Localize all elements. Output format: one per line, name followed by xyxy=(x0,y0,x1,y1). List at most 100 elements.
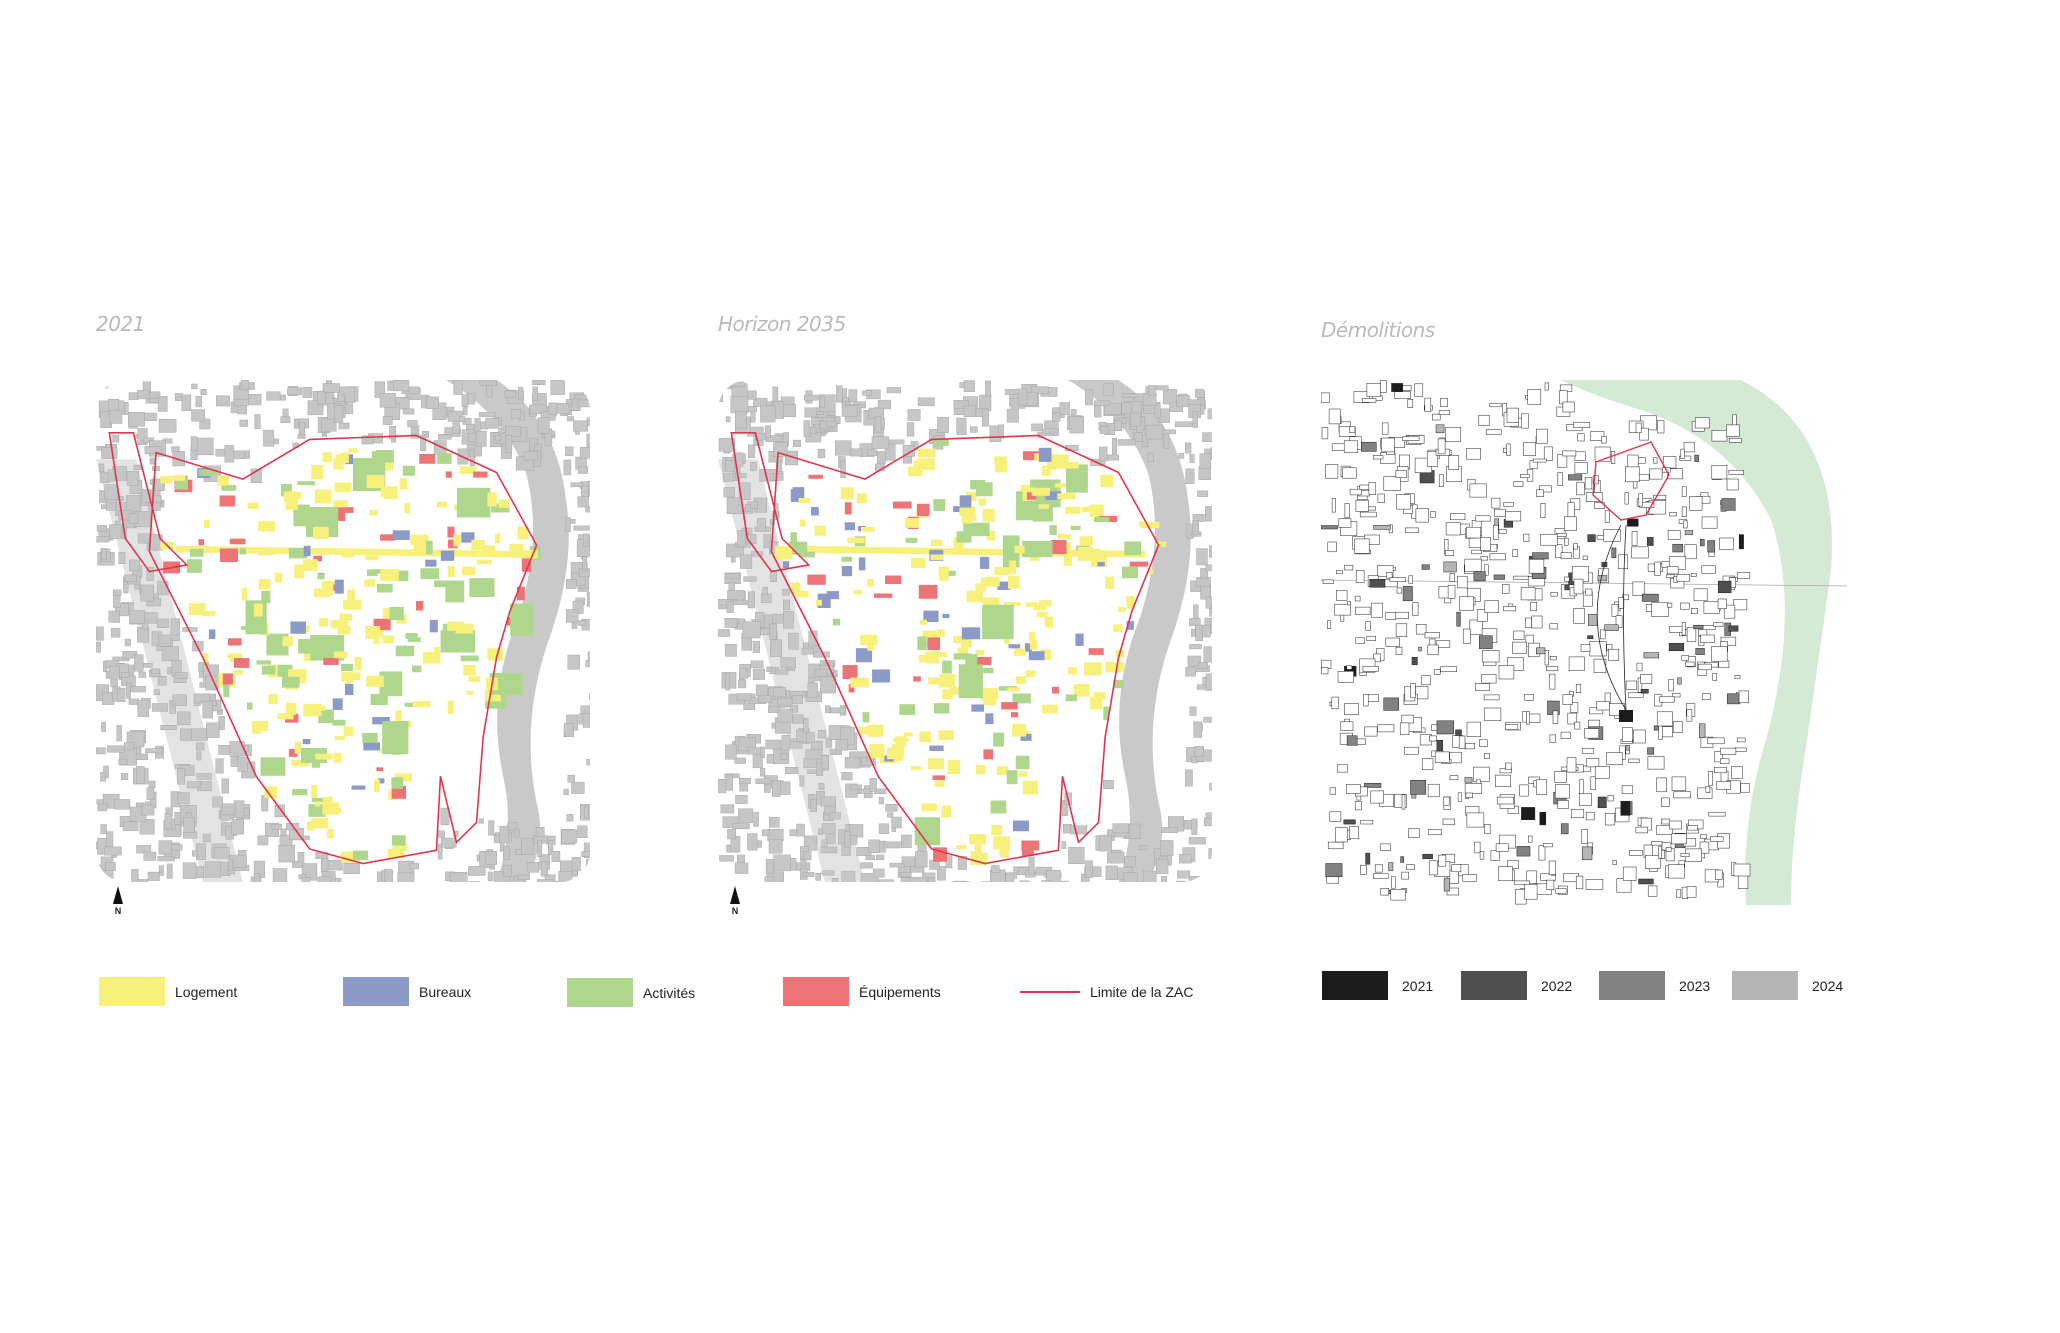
building-outline xyxy=(1573,578,1584,595)
building-bureaux xyxy=(303,545,311,557)
building-logement xyxy=(392,843,408,851)
context-building xyxy=(469,449,475,466)
building-logement xyxy=(910,558,926,568)
context-building xyxy=(407,420,418,428)
context-building xyxy=(815,873,821,881)
context-building xyxy=(1183,820,1198,830)
context-building xyxy=(1107,852,1125,864)
context-building xyxy=(297,433,306,439)
context-building xyxy=(247,394,262,406)
context-building xyxy=(821,755,830,769)
context-building xyxy=(724,644,737,657)
building-outline xyxy=(1494,508,1506,517)
building-outline xyxy=(1493,524,1499,540)
context-building xyxy=(98,463,105,473)
demolished-2023 xyxy=(1694,454,1699,462)
building-activites xyxy=(362,732,378,743)
context-building xyxy=(343,863,360,875)
building-outline xyxy=(1327,541,1337,553)
building-outline xyxy=(1659,696,1675,703)
building-outline xyxy=(1557,472,1563,486)
context-building xyxy=(108,666,120,679)
context-building xyxy=(565,517,571,532)
building-equipements xyxy=(222,673,233,685)
building-outline xyxy=(1694,417,1710,429)
building-outline xyxy=(1457,575,1468,589)
context-building xyxy=(181,394,192,411)
building-logement xyxy=(455,623,474,634)
building-bureaux xyxy=(826,591,839,600)
building-outline xyxy=(1577,433,1585,442)
context-building xyxy=(788,632,799,650)
building-outline xyxy=(1412,602,1419,616)
building-outline xyxy=(1433,669,1441,675)
building-logement xyxy=(347,589,356,604)
building-logement xyxy=(434,646,440,656)
demolished-2024 xyxy=(1588,613,1598,626)
context-building xyxy=(177,792,190,805)
building-logement xyxy=(969,833,987,845)
building-outline xyxy=(1505,762,1512,770)
demolished-2022 xyxy=(1343,819,1356,825)
building-outline xyxy=(1671,833,1687,845)
building-logement xyxy=(978,498,987,506)
building-outline xyxy=(1669,625,1684,633)
context-building xyxy=(361,435,374,445)
context-building xyxy=(139,819,155,835)
building-outline xyxy=(1395,470,1407,478)
building-outline xyxy=(1466,448,1481,460)
context-building xyxy=(1059,402,1070,415)
building-outline xyxy=(1401,714,1414,724)
building-logement xyxy=(332,500,348,508)
building-outline xyxy=(1625,680,1638,690)
building-outline xyxy=(1523,442,1536,456)
context-building xyxy=(1210,619,1212,633)
building-logement xyxy=(1013,648,1026,657)
building-outline xyxy=(1574,462,1588,474)
building-equipements xyxy=(918,584,938,599)
building-outline xyxy=(1714,766,1727,774)
building-bureaux xyxy=(377,778,385,784)
building-outline xyxy=(1443,796,1450,806)
context-building xyxy=(726,601,734,613)
building-bureaux xyxy=(790,489,799,502)
building-logement xyxy=(303,559,318,572)
building-outline xyxy=(1582,748,1595,754)
map-demolitions xyxy=(1321,380,1847,905)
building-bureaux xyxy=(1024,643,1032,652)
context-building xyxy=(1203,817,1212,827)
context-building xyxy=(106,831,114,849)
context-building xyxy=(563,723,574,737)
building-outline xyxy=(1579,779,1584,794)
demolished-2024 xyxy=(1388,862,1394,872)
building-outline xyxy=(1718,660,1730,668)
building-outline xyxy=(1656,825,1673,835)
building-outline xyxy=(1471,549,1482,555)
context-building xyxy=(773,473,784,481)
building-equipements xyxy=(1050,539,1067,554)
building-outline xyxy=(1667,530,1681,540)
context-building xyxy=(902,444,915,457)
building-outline xyxy=(1726,424,1740,437)
context-building xyxy=(215,758,224,774)
building-logement xyxy=(413,541,426,556)
context-building xyxy=(1114,420,1122,432)
context-building xyxy=(842,396,849,402)
context-building xyxy=(849,824,864,838)
building-outline xyxy=(1424,632,1440,639)
building-outline xyxy=(1338,426,1356,437)
building-bureaux xyxy=(429,619,438,633)
building-equipements xyxy=(1021,850,1035,856)
context-building xyxy=(841,871,856,882)
building-logement xyxy=(867,641,875,651)
context-building xyxy=(582,713,590,728)
building-logement xyxy=(1065,506,1081,514)
building-outline xyxy=(1337,671,1354,683)
building-activites xyxy=(491,503,510,513)
building-logement xyxy=(903,732,913,737)
building-bureaux xyxy=(351,785,366,790)
building-logement xyxy=(942,689,953,700)
building-outline xyxy=(1464,558,1482,572)
building-outline xyxy=(1628,850,1643,856)
context-building xyxy=(844,830,851,848)
